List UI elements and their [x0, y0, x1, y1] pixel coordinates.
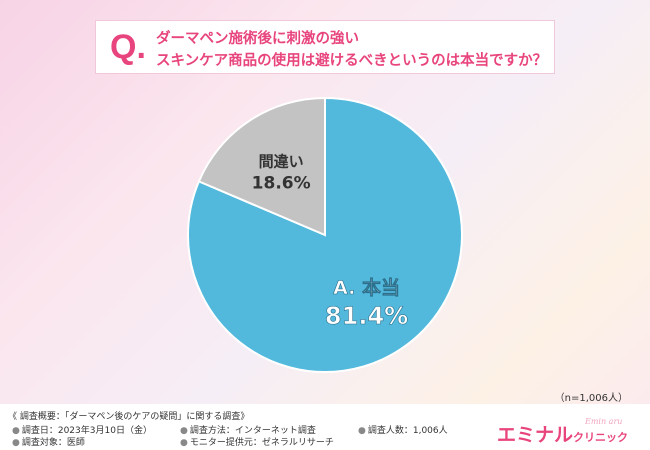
survey-title: 《 調査概要：「ダーマペン後のケアの疑問」に関する調査》	[8, 412, 250, 422]
pie-value-1: 18.6%	[252, 174, 311, 194]
pie-slice-1	[197, 96, 326, 237]
brand-logo: エミナルクリニック	[497, 424, 629, 446]
brand-script-logo: Emin aru	[585, 417, 623, 426]
survey-provider: ● モニター提供元：ゼネラルリサーチ	[180, 438, 334, 448]
sample-size-note: （n=1,006人）	[554, 393, 628, 404]
survey-footer: 《 調査概要：「ダーマペン後のケアの疑問」に関する調査》 ● 調査日：2023年3…	[0, 404, 650, 450]
survey-count: ● 調査人数：1,006人	[358, 426, 448, 436]
question-line-1: ダーマペン施術後に刺激の強い	[156, 31, 359, 47]
question-line-2: スキンケア商品の使用は避けるべきというのは本当ですか？	[156, 53, 548, 69]
question-box: Q. ダーマペン施術後に刺激の強い スキンケア商品の使用は避けるべきというのは本…	[95, 20, 555, 74]
survey-method: ● 調査方法：インターネット調査	[180, 426, 316, 436]
question-mark: Q.	[110, 28, 146, 66]
survey-target: ● 調査対象：医師	[12, 438, 85, 448]
pie-label-0: A. 本当	[333, 276, 400, 299]
survey-date: ● 調査日：2023年3月10日（金）	[12, 426, 152, 436]
pie-value-0: 81.4%	[325, 302, 408, 330]
pie-label-1: 間違い	[259, 153, 304, 171]
